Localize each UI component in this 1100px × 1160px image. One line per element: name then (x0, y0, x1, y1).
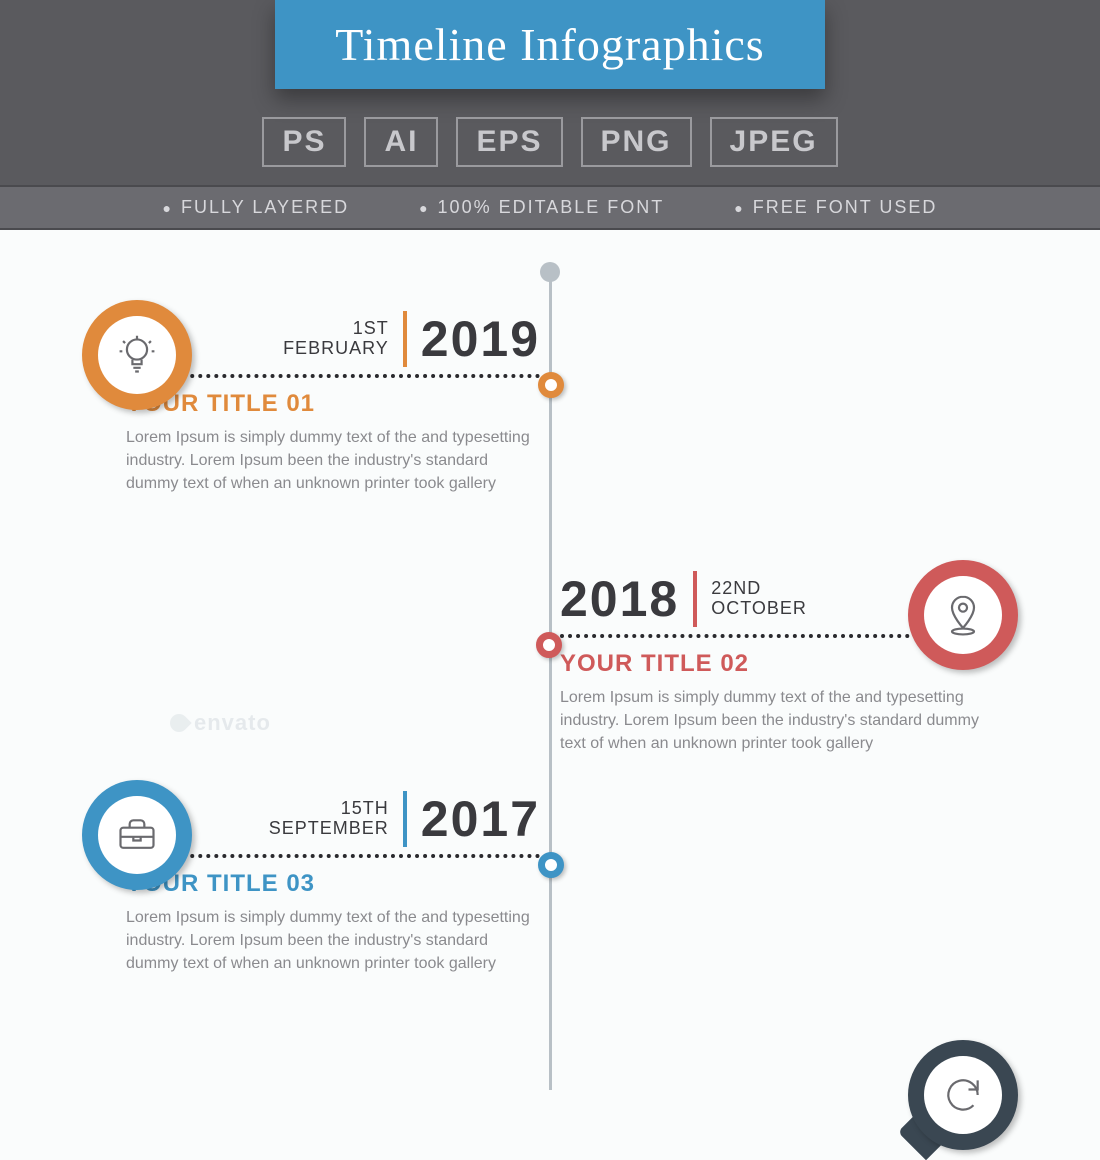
header-dark: Timeline Infographics PS AI EPS PNG JPEG (0, 0, 1100, 185)
format-badge-jpeg: JPEG (710, 117, 838, 167)
date-sep (403, 791, 407, 847)
timeline-entry-3: 15THSEPTEMBER 2017 YOUR TITLE 03 Lorem Ipsu… (100, 790, 540, 976)
year: 2017 (421, 790, 540, 848)
year: 2019 (421, 310, 540, 368)
watermark: envato (170, 710, 271, 736)
timeline-entry-2: 201822NDOCTOBERYOUR TITLE 02Lorem Ipsum … (560, 570, 1000, 756)
features-bar: FULLY LAYERED 100% EDITABLE FONT FREE FONT… (0, 185, 1100, 230)
entry-body: Lorem Ipsum is simply dummy text of the … (126, 426, 540, 496)
entry-body: Lorem Ipsum is simply dummy text of the … (560, 686, 1000, 756)
feature-item: 100% EDITABLE FONT (419, 197, 664, 218)
entry-title: YOUR TITLE 01 (126, 390, 540, 418)
format-row: PS AI EPS PNG JPEG (0, 117, 1100, 167)
date-sep (693, 571, 697, 627)
entry-body: Lorem Ipsum is simply dummy text of the … (126, 906, 540, 976)
refresh-icon (924, 1056, 1002, 1134)
briefcase-icon (98, 796, 176, 874)
date-sep (403, 311, 407, 367)
title-banner: Timeline Infographics (275, 0, 824, 89)
timeline-node-dot (538, 852, 564, 878)
timeline-top-dot (540, 262, 560, 282)
format-badge-ps: PS (262, 117, 346, 167)
year: 2018 (560, 570, 679, 628)
feature-item: FULLY LAYERED (163, 197, 350, 218)
pin-lightbulb-icon (82, 300, 192, 410)
location-icon (924, 576, 1002, 654)
timeline-area: 1STFEBRUARY 2019 YOUR TITLE 01 Lorem Ipsum … (0, 230, 1100, 1090)
pin-refresh-icon (908, 1040, 1018, 1150)
date-small: 1STFEBRUARY (283, 319, 389, 359)
format-badge-eps: EPS (456, 117, 562, 167)
format-badge-png: PNG (581, 117, 692, 167)
date-small: 22NDOCTOBER (711, 579, 807, 619)
timeline-node-dot (536, 632, 562, 658)
timeline-entry-1: 1STFEBRUARY 2019 YOUR TITLE 01 Lorem Ipsum … (100, 310, 540, 496)
lightbulb-icon (98, 316, 176, 394)
format-badge-ai: AI (364, 117, 438, 167)
pin-location-icon (908, 560, 1018, 670)
entry-title: YOUR TITLE 03 (126, 870, 540, 898)
timeline-node-dot (538, 372, 564, 398)
feature-item: FREE FONT USED (734, 197, 937, 218)
pin-briefcase-icon (82, 780, 192, 890)
date-small: 15THSEPTEMBER (269, 799, 389, 839)
